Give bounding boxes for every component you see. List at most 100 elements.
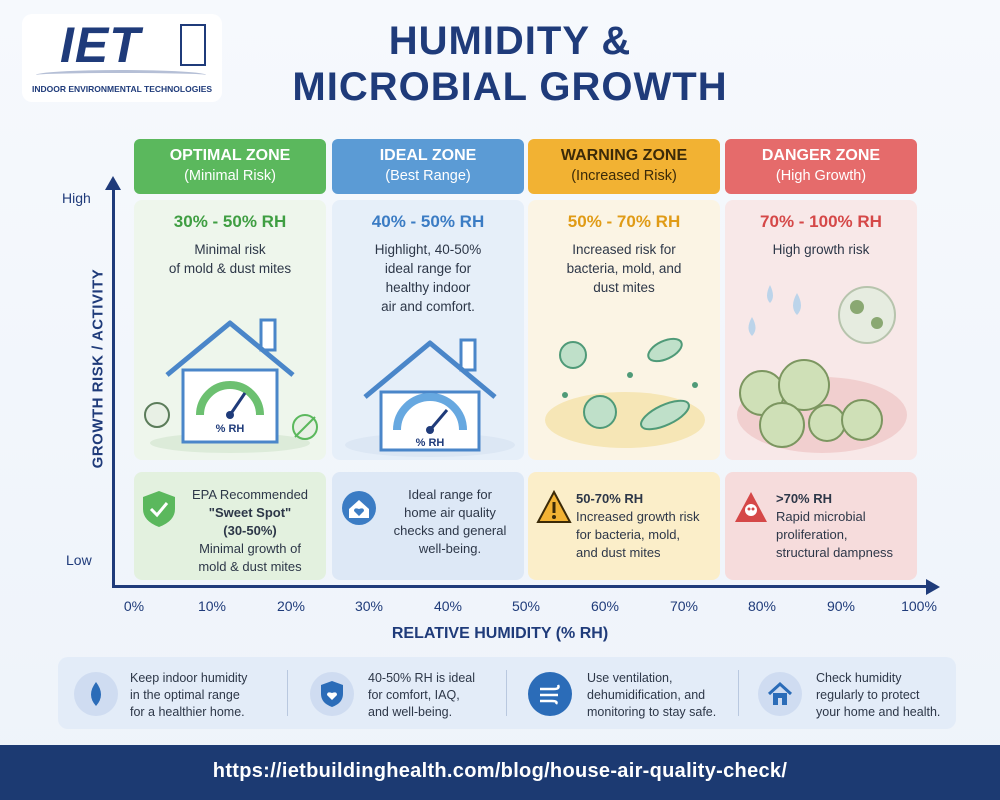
- x-tick: 40%: [433, 598, 463, 614]
- ideal-range: 40% - 50% RH: [371, 212, 485, 231]
- box-line: and dust mites: [576, 545, 661, 560]
- bacteria-icon: [583, 395, 617, 429]
- zone-sub: (Minimal Risk): [184, 168, 276, 184]
- footer-url-link[interactable]: https://ietbuildinghealth.com/blog/house…: [212, 760, 788, 782]
- divider: [738, 670, 739, 716]
- box-line: proliferation,: [776, 527, 848, 542]
- desc-line: ideal range for: [384, 261, 472, 276]
- x-tick: 10%: [197, 598, 227, 614]
- tip-1: Keep indoor humidity in the optimal rang…: [130, 670, 247, 721]
- zone-sub: (High Growth): [775, 168, 867, 184]
- tip-line: and well-being.: [368, 705, 453, 719]
- optimal-zone-header: OPTIMAL ZONE (Minimal Risk): [134, 139, 326, 194]
- x-axis: [112, 585, 930, 588]
- building-icon: [180, 24, 206, 66]
- water-drop-icon: [74, 672, 118, 716]
- desc-line: Highlight, 40-50%: [374, 242, 482, 257]
- box-line: (30-50%): [223, 523, 277, 538]
- box-line: checks and general: [393, 523, 507, 538]
- skull-warning-icon: [735, 492, 767, 522]
- box-line: mold & dust mites: [198, 559, 302, 574]
- x-tick: 90%: [826, 598, 856, 614]
- desc-line: dust mites: [593, 280, 655, 295]
- box-line: for bacteria, mold,: [576, 527, 681, 542]
- title-line-2: MICROBIAL GROWTH: [292, 65, 728, 109]
- box-line: 50-70% RH: [576, 491, 644, 506]
- zone-name: IDEAL ZONE: [379, 147, 477, 164]
- tip-line: Keep indoor humidity: [130, 671, 248, 685]
- zone-sub: (Increased Risk): [571, 168, 677, 184]
- box-line: Rapid microbial: [776, 509, 866, 524]
- danger-description: High growth risk: [731, 240, 911, 259]
- box-line: well-being.: [418, 541, 482, 556]
- x-tick: 100%: [901, 598, 937, 614]
- box-line: "Sweet Spot": [208, 505, 292, 520]
- warning-info-box: [528, 472, 720, 580]
- house-gauge-illustration-ideal: % RH: [345, 338, 515, 457]
- airflow-icon: [528, 672, 572, 716]
- box-line: structural dampness: [776, 545, 894, 560]
- tip-line: your home and health.: [816, 705, 941, 719]
- box-line: home air quality: [404, 505, 496, 520]
- warning-range: 50% - 70% RH: [567, 212, 681, 231]
- desc-line: healthy indoor: [385, 280, 471, 295]
- tip-line: dehumidification, and: [587, 688, 706, 702]
- house-gauge-illustration: % RH: [144, 318, 318, 453]
- zone-name: DANGER ZONE: [761, 147, 881, 164]
- y-axis: [112, 182, 115, 588]
- tip-line: for a healthier home.: [130, 705, 245, 719]
- dust-mite-icon: [144, 402, 170, 428]
- box-line: Minimal growth of: [199, 541, 301, 556]
- warning-box-text: 50-70% RH Increased growth risk for bact…: [576, 490, 716, 562]
- bacteria-illustration: [545, 337, 705, 448]
- zone-sub: (Best Range): [385, 168, 471, 184]
- desc-line: High growth risk: [772, 242, 870, 257]
- x-tick: 50%: [511, 598, 541, 614]
- y-axis-arrow: [105, 176, 121, 190]
- danger-box-text: >70% RH Rapid microbial proliferation, s…: [776, 490, 916, 562]
- warning-triangle-icon: [536, 489, 572, 523]
- company-logo: IET INDOOR ENVIRONMENTAL TECHNOLOGIES: [22, 14, 222, 102]
- logo-swoosh: [36, 70, 206, 80]
- x-tick: 20%: [276, 598, 306, 614]
- danger-zone-header: DANGER ZONE (High Growth): [725, 139, 917, 194]
- warning-zone-header: WARNING ZONE (Increased Risk): [528, 139, 720, 194]
- x-tick: 0%: [123, 598, 145, 614]
- warning-description: Increased risk for bacteria, mold, and d…: [534, 240, 714, 297]
- divider: [506, 670, 507, 716]
- tip-3: Use ventilation, dehumidification, and m…: [587, 670, 716, 721]
- optimal-info-box: [134, 472, 326, 580]
- desc-line: air and comfort.: [381, 299, 475, 314]
- x-axis-arrow: [926, 579, 940, 595]
- zone-name: OPTIMAL ZONE: [169, 147, 291, 164]
- water-drop-icon: [767, 285, 773, 303]
- mold-spores-illustration: [737, 285, 907, 453]
- desc-line: bacteria, mold, and: [566, 261, 682, 276]
- house-heart-icon: [342, 491, 376, 525]
- page-title: HUMIDITY & MICROBIAL GROWTH: [240, 18, 780, 110]
- title-line-1: HUMIDITY &: [388, 19, 632, 63]
- optimal-description: Minimal risk of mold & dust mites: [140, 240, 320, 278]
- shield-heart-icon: [310, 672, 354, 716]
- gauge-label: % RH: [216, 423, 245, 435]
- y-high-label: High: [62, 190, 91, 206]
- x-axis-label: RELATIVE HUMIDITY (% RH): [391, 625, 609, 642]
- tip-line: for comfort, IAQ,: [368, 688, 460, 702]
- tip-line: monitoring to stay safe.: [587, 705, 717, 719]
- desc-line: Minimal risk: [194, 242, 266, 257]
- box-line: Increased growth risk: [576, 509, 700, 524]
- danger-info-box: [725, 472, 917, 580]
- shield-check-icon: [143, 491, 175, 527]
- optimal-range: 30% - 50% RH: [173, 212, 287, 231]
- bacteria-icon: [640, 399, 690, 431]
- x-tick: 60%: [590, 598, 620, 614]
- x-tick: 30%: [354, 598, 384, 614]
- desc-line: of mold & dust mites: [168, 261, 292, 276]
- ideal-box-text: Ideal range for home air quality checks …: [380, 486, 520, 558]
- desc-line: Increased risk for: [572, 242, 676, 257]
- danger-range: 70% - 100% RH: [760, 212, 882, 231]
- box-line: >70% RH: [776, 491, 832, 506]
- tip-line: Use ventilation,: [587, 671, 673, 685]
- y-axis-label: GROWTH RISK / ACTIVITY: [89, 268, 107, 469]
- tip-line: Check humidity: [816, 671, 902, 685]
